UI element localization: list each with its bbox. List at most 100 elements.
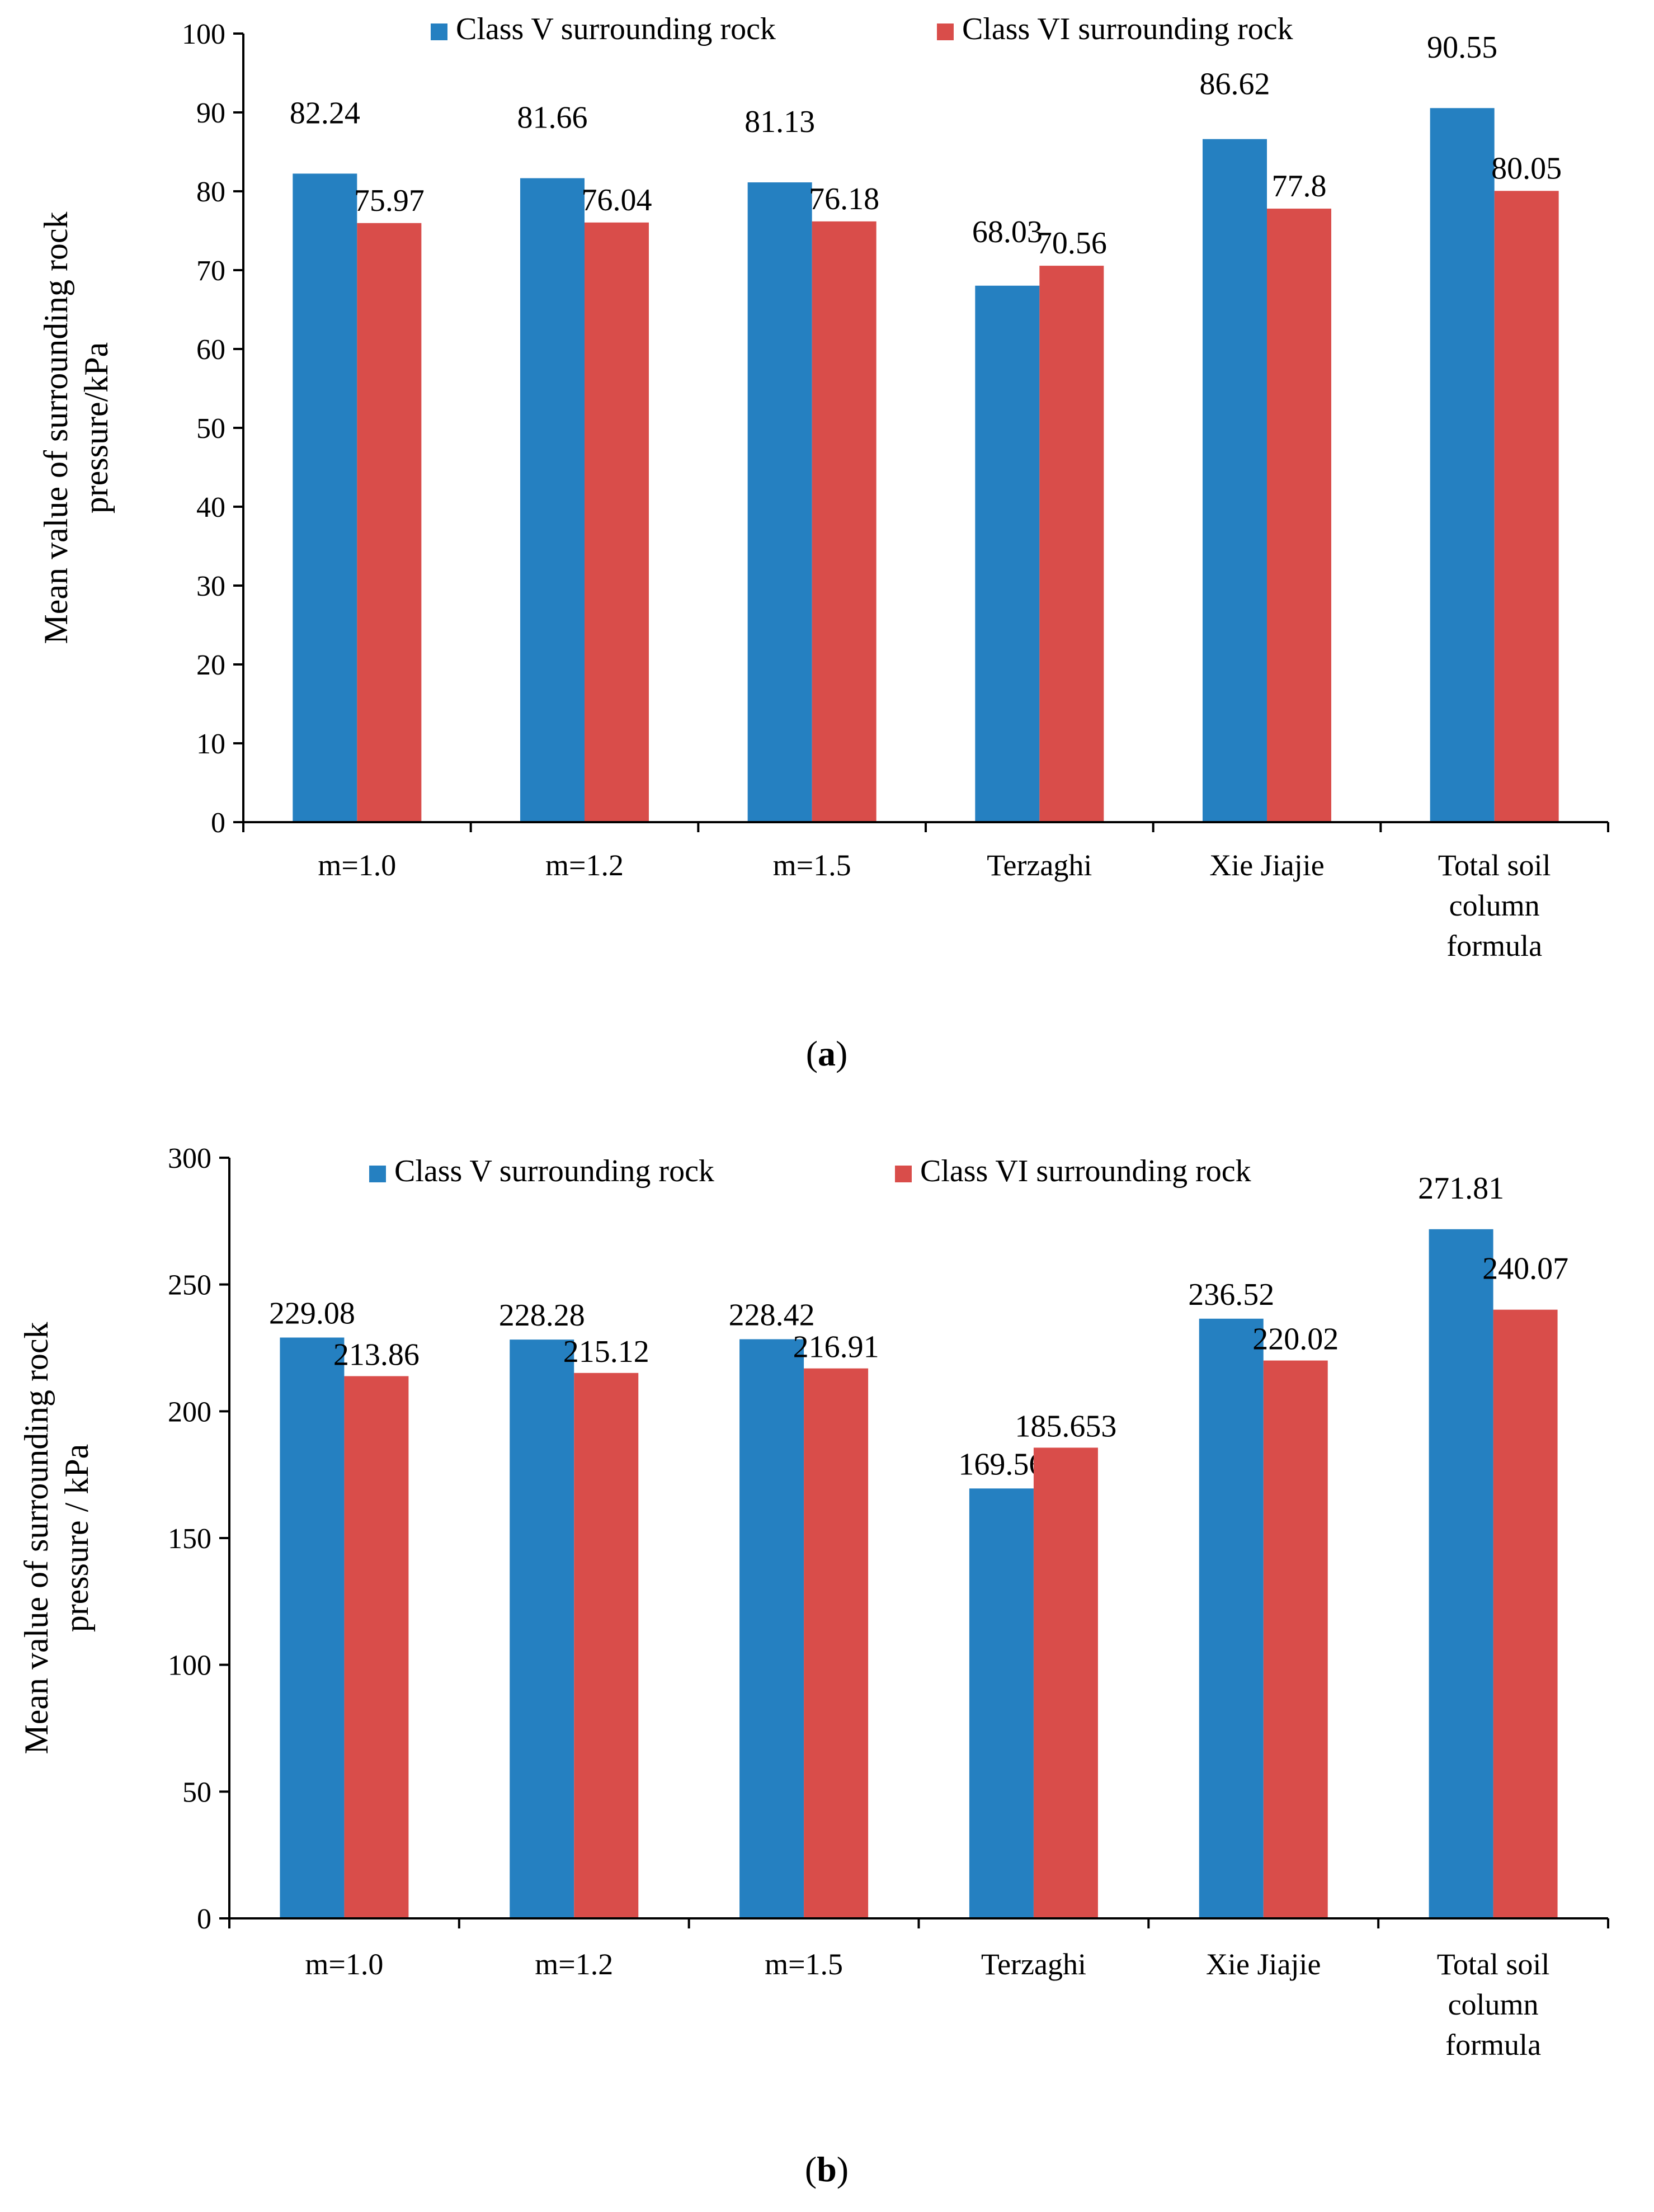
- bar-class-vi-0: [344, 1376, 409, 1918]
- legend-swatch: [369, 1166, 386, 1182]
- data-label: 82.24: [290, 96, 360, 130]
- y-tick-label: 90: [196, 97, 225, 129]
- y-axis-label: Mean value of surrounding rock: [37, 211, 74, 644]
- y-tick-label: 50: [196, 413, 225, 445]
- category-label: Xie Jiajie: [1209, 848, 1324, 882]
- category-label: m=1.5: [765, 1947, 843, 1981]
- data-label: 81.66: [517, 101, 588, 135]
- y-axis-label: pressure / kPa: [58, 1444, 95, 1633]
- data-label: 216.91: [793, 1330, 879, 1365]
- data-label: 75.97: [354, 183, 425, 218]
- panel-label: (b): [805, 2149, 849, 2189]
- bar-class-v-5: [1429, 1229, 1493, 1918]
- bar-class-vi-2: [812, 221, 877, 822]
- y-axis-label: Mean value of surrounding rock: [18, 1322, 55, 1754]
- bar-class-vi-2: [804, 1368, 869, 1918]
- bar-class-v-0: [280, 1337, 345, 1918]
- category-label: m=1.5: [773, 848, 851, 882]
- category-label: m=1.2: [535, 1947, 613, 1981]
- y-tick-label: 50: [182, 1776, 211, 1808]
- data-label: 236.52: [1188, 1277, 1274, 1312]
- bar-class-vi-3: [1039, 266, 1104, 822]
- data-label: 76.18: [809, 182, 879, 216]
- bar-class-v-4: [1199, 1318, 1264, 1918]
- bar-class-vi-3: [1033, 1447, 1098, 1918]
- y-tick-label: 40: [196, 492, 225, 523]
- data-label: 77.8: [1272, 169, 1327, 204]
- legend-swatch: [937, 23, 954, 40]
- category-label: Terzaghi: [981, 1947, 1086, 1981]
- category-label: formula: [1445, 2028, 1541, 2062]
- data-label: 228.28: [499, 1298, 585, 1333]
- bar-class-v-1: [520, 178, 585, 822]
- data-label: 240.07: [1482, 1252, 1568, 1286]
- y-tick-label: 100: [182, 18, 225, 50]
- category-label: column: [1448, 1988, 1539, 2021]
- data-label: 271.81: [1418, 1171, 1504, 1206]
- category-label: Terzaghi: [987, 848, 1092, 882]
- category-label: Xie Jiajie: [1206, 1947, 1321, 1981]
- bar-class-v-3: [969, 1488, 1034, 1918]
- legend-swatch: [431, 23, 447, 40]
- y-tick-label: 300: [168, 1143, 211, 1175]
- data-label: 86.62: [1200, 67, 1270, 102]
- legend-label: Class V surrounding rock: [456, 12, 776, 46]
- y-tick-label: 250: [168, 1270, 211, 1301]
- y-tick-label: 30: [196, 570, 225, 602]
- legend-label: Class V surrounding rock: [394, 1154, 714, 1188]
- data-label: 70.56: [1036, 226, 1107, 261]
- bar-class-vi-4: [1263, 1360, 1328, 1918]
- data-label: 81.13: [744, 105, 815, 139]
- chart-a: 82.24 75.97 m=1.0 81.66 76.04 m=1.2 81.13 76.18…: [37, 12, 1609, 1073]
- category-label: m=1.0: [305, 1947, 383, 1981]
- data-label: 80.05: [1491, 151, 1562, 186]
- bar-class-vi-0: [357, 223, 422, 822]
- category-label: Total soil: [1437, 1947, 1550, 1981]
- y-axis-label: pressure/kPa: [78, 342, 115, 514]
- y-tick-label: 10: [196, 728, 225, 760]
- data-label: 215.12: [563, 1334, 649, 1369]
- bar-class-v-1: [510, 1340, 574, 1918]
- legend-label: Class VI surrounding rock: [920, 1154, 1251, 1188]
- bar-class-v-2: [739, 1339, 804, 1918]
- bar-class-v-4: [1203, 139, 1267, 823]
- bar-class-vi-1: [574, 1373, 639, 1918]
- bar-class-vi-4: [1267, 209, 1331, 822]
- data-label: 68.03: [972, 215, 1043, 249]
- category-label: formula: [1446, 929, 1542, 963]
- bar-class-vi-1: [585, 222, 649, 823]
- data-label: 76.04: [582, 183, 652, 218]
- data-label: 229.08: [269, 1296, 355, 1331]
- category-label: m=1.2: [545, 848, 624, 882]
- data-label: 90.55: [1427, 30, 1497, 65]
- y-tick-label: 150: [168, 1523, 211, 1555]
- bar-class-v-0: [293, 173, 357, 822]
- category-label: m=1.0: [318, 848, 396, 882]
- panel-label: (a): [806, 1034, 848, 1073]
- bar-class-v-3: [975, 285, 1040, 823]
- bar-class-v-5: [1430, 108, 1495, 822]
- data-label: 220.02: [1252, 1322, 1339, 1357]
- data-label: 213.86: [333, 1338, 420, 1373]
- legend-swatch: [895, 1166, 912, 1182]
- category-label: column: [1449, 889, 1540, 922]
- y-tick-label: 0: [197, 1903, 211, 1935]
- y-tick-label: 100: [168, 1650, 211, 1682]
- y-tick-label: 200: [168, 1396, 211, 1428]
- y-tick-label: 0: [211, 807, 225, 839]
- bar-class-v-2: [747, 182, 812, 822]
- bar-class-vi-5: [1494, 191, 1559, 822]
- category-label: Total soil: [1438, 848, 1551, 882]
- y-tick-label: 60: [196, 334, 225, 366]
- legend-label: Class VI surrounding rock: [962, 12, 1293, 46]
- bar-class-vi-5: [1493, 1309, 1558, 1918]
- data-label: 185.653: [1015, 1409, 1116, 1444]
- y-tick-label: 70: [196, 255, 225, 287]
- y-tick-label: 80: [196, 176, 225, 208]
- data-label: 228.42: [729, 1298, 815, 1332]
- data-label: 169.56: [958, 1447, 1044, 1482]
- y-tick-label: 20: [196, 649, 225, 681]
